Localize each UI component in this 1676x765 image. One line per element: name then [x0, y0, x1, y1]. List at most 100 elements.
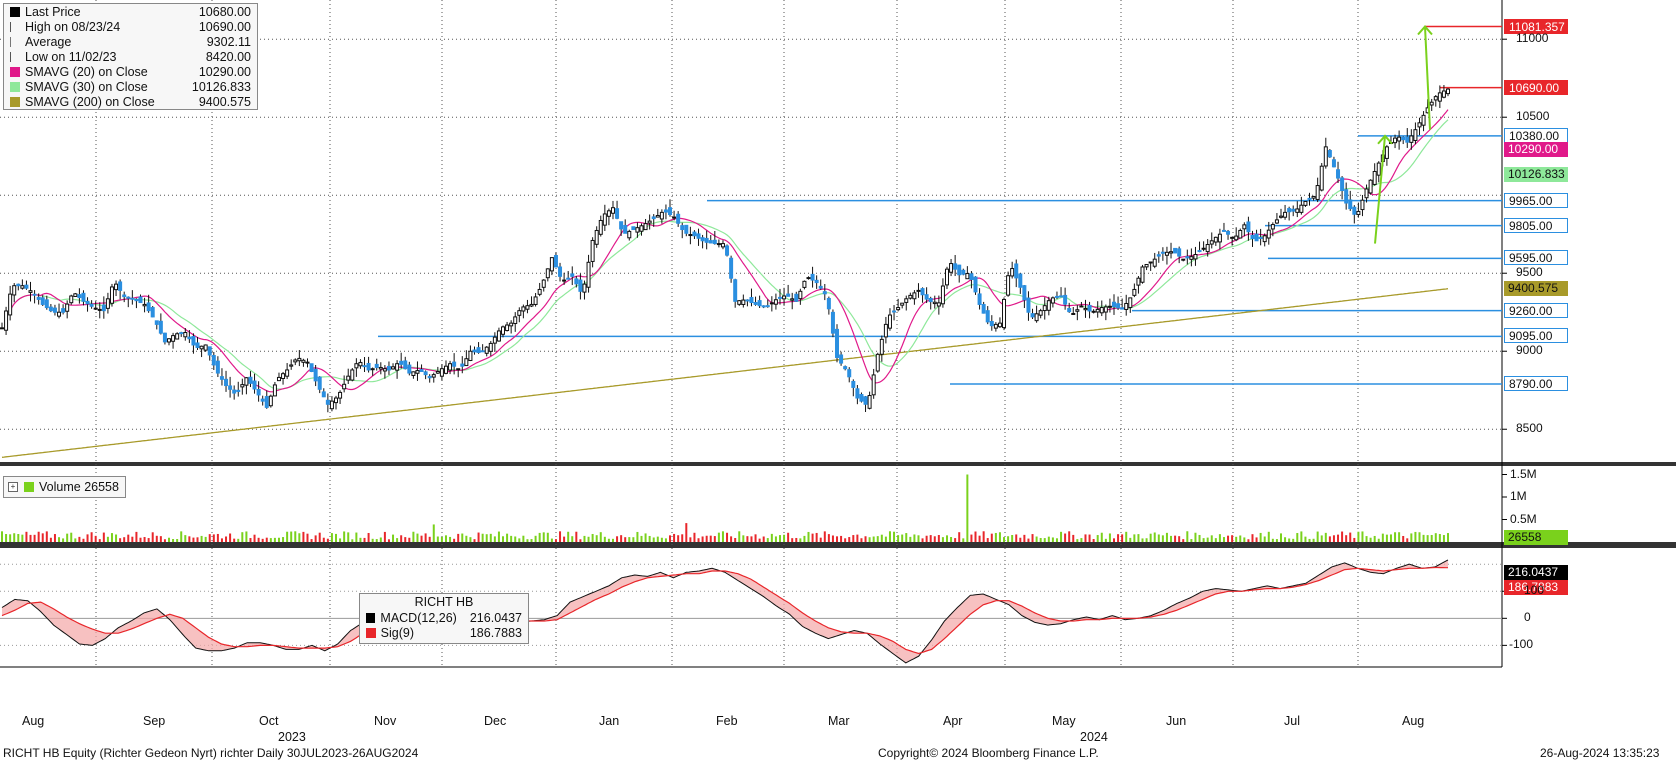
candle-body — [378, 366, 383, 370]
volume-bar — [1324, 532, 1327, 542]
candle-body — [44, 299, 49, 309]
candle-body — [219, 376, 224, 380]
macd-legend-row: MACD(12,26) 216.0437 — [360, 610, 528, 625]
candle-body — [1258, 236, 1263, 239]
volume-bar — [1007, 536, 1010, 542]
candle-body — [517, 310, 522, 316]
candle-body — [395, 363, 400, 371]
volume-bar — [1398, 532, 1401, 542]
candle-body — [936, 302, 941, 307]
volume-bar — [1284, 537, 1287, 542]
volume-bar — [424, 533, 427, 542]
volume-legend: + Volume 26558 — [3, 476, 126, 498]
volume-bar — [257, 537, 260, 542]
candle-body — [777, 296, 782, 299]
candle-body — [1364, 188, 1369, 199]
volume-bar — [1247, 539, 1250, 542]
candle-body — [1006, 275, 1011, 296]
volume-bar — [58, 537, 61, 542]
volume-bar — [1394, 532, 1397, 542]
volume-bar — [147, 538, 150, 542]
volume-bar — [1035, 536, 1038, 542]
candle-body — [301, 359, 306, 363]
volume-bar — [1341, 531, 1344, 542]
volume-bar — [355, 532, 358, 542]
volume-bar — [29, 534, 32, 542]
candle-body — [598, 219, 603, 235]
candle-body — [953, 263, 958, 270]
candle-body — [293, 359, 298, 363]
candle-body — [989, 320, 994, 327]
volume-bars — [1, 474, 1449, 542]
volume-bar — [713, 536, 716, 542]
candle-body — [1083, 307, 1088, 311]
legend-value: 9302.11 — [206, 34, 251, 49]
volume-bar — [335, 533, 338, 542]
volume-bar — [229, 533, 232, 542]
candle-body — [264, 396, 269, 408]
candle-body — [391, 366, 396, 370]
candle-body — [122, 294, 127, 298]
candle-body — [358, 361, 363, 367]
candle-body — [545, 268, 550, 279]
candle-body — [692, 231, 697, 237]
volume-bar — [497, 531, 500, 542]
candle-body — [1226, 230, 1231, 235]
volume-bar — [677, 535, 680, 542]
volume-bar — [457, 533, 460, 542]
volume-bar — [950, 537, 953, 542]
volume-bar — [868, 537, 871, 542]
volume-bar — [1231, 535, 1234, 542]
candle-body — [16, 283, 21, 287]
candle-body — [427, 375, 432, 379]
volume-bar — [978, 535, 981, 542]
candle-body — [268, 395, 273, 407]
volume-bar — [225, 536, 228, 542]
macd-line — [1, 559, 1449, 664]
candle-body — [525, 305, 530, 310]
candle-body — [688, 234, 693, 237]
candle-body — [468, 350, 473, 361]
candle-body — [521, 306, 526, 312]
volume-bar — [90, 532, 93, 542]
candle-body — [334, 397, 339, 404]
candle-body — [195, 342, 200, 348]
volume-bar — [1414, 531, 1417, 542]
volume-bar — [587, 536, 590, 542]
candle-body — [374, 363, 379, 368]
candle-body — [1401, 136, 1406, 141]
volume-bar — [628, 537, 631, 542]
volume-bar — [1255, 537, 1258, 542]
candle-body — [338, 391, 343, 399]
candle-body — [1148, 261, 1153, 264]
candle-body — [73, 293, 78, 297]
signal-line — [1, 566, 1448, 655]
volume-bar — [1153, 532, 1156, 542]
candle-body — [659, 211, 664, 220]
volume-bar — [954, 538, 957, 542]
volume-bar — [1096, 535, 1099, 542]
volume-bar — [86, 534, 89, 542]
candle-body — [1336, 169, 1341, 179]
candle-body — [720, 243, 725, 248]
projection-arrow — [1374, 135, 1386, 244]
volume-bar — [579, 539, 582, 542]
candle-body — [256, 389, 261, 396]
legend-value: 8420.00 — [205, 49, 251, 64]
volume-bar — [493, 536, 496, 542]
average-marker-icon — [10, 36, 20, 47]
candle-body — [1177, 248, 1182, 257]
signal-value: 186.7883 — [469, 625, 522, 640]
volume-bar — [25, 531, 28, 542]
volume-bar — [159, 536, 162, 542]
volume-bar — [9, 534, 12, 542]
candle-body — [737, 300, 742, 305]
candle-body — [541, 279, 546, 288]
candle-body — [1307, 197, 1312, 200]
legend-label: Last Price — [25, 4, 81, 19]
volume-bar — [1406, 538, 1409, 542]
candle-body — [676, 213, 681, 224]
expand-icon[interactable]: + — [8, 482, 18, 492]
macd-value-tag: 216.0437 — [1504, 565, 1568, 580]
candle-body — [920, 288, 925, 296]
